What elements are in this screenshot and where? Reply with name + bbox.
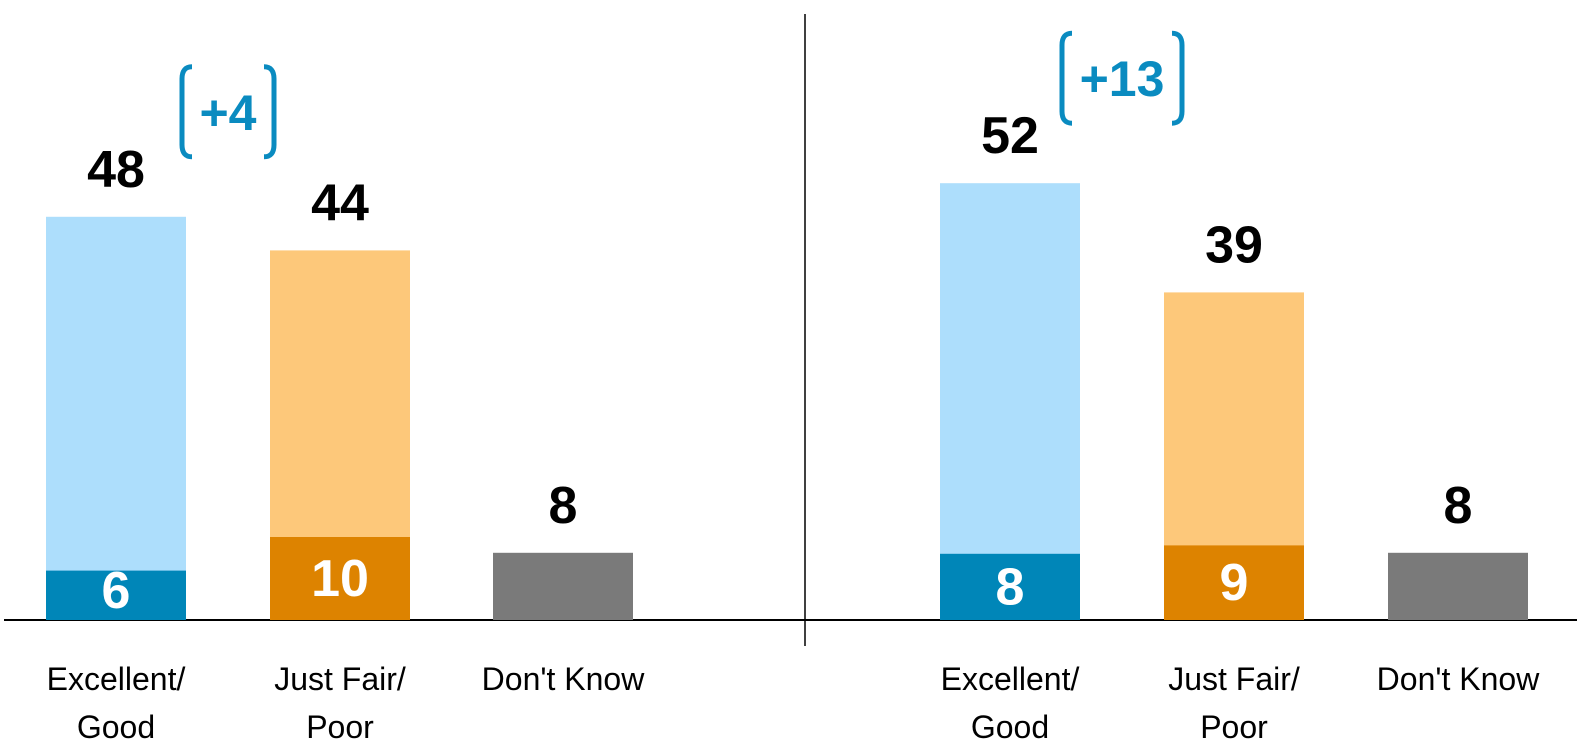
panel-2-difference-label: +13 xyxy=(1080,51,1165,107)
panel-1-bar-segment-just-fair-poor xyxy=(270,537,410,620)
panel-1-category-label-excellent-good-line-1: Excellent/ xyxy=(47,661,186,697)
panel-1-category-label-dont-know-line-1: Don't Know xyxy=(482,661,646,697)
panel-2-total-label-excellent-good: 52 xyxy=(981,107,1039,165)
panel-2-category-label-just-fair-poor-line-2: Poor xyxy=(1200,709,1268,745)
panel-2-category-label-excellent-good-line-1: Excellent/ xyxy=(941,661,1080,697)
panel-1-difference-bracket-left xyxy=(179,64,193,160)
panel-1-difference-label: +4 xyxy=(199,85,256,141)
panel-1-difference-bracket-right xyxy=(263,64,277,160)
panel-1-inner-label-excellent-good: 6 xyxy=(102,562,131,620)
panel-2-difference-bracket-left xyxy=(1059,30,1073,126)
panel-1-bar-segment-excellent-good xyxy=(46,570,186,620)
panel-2-bar-dont-know xyxy=(1388,552,1528,620)
panel-2-inner-label-excellent-good: 8 xyxy=(996,558,1025,616)
panel-2-category-label-just-fair-poor-line-1: Just Fair/ xyxy=(1168,661,1300,697)
panel-1-category-label-just-fair-poor-line-2: Poor xyxy=(306,709,374,745)
panel-1-bar-dont-know xyxy=(493,552,633,620)
panel-1-category-label-just-fair-poor-line-1: Just Fair/ xyxy=(274,661,406,697)
panel-2-inner-label-just-fair-poor: 9 xyxy=(1220,554,1249,612)
panel-1-total-label-excellent-good: 48 xyxy=(87,141,145,199)
panel-2-total-label-dont-know: 8 xyxy=(1444,477,1473,535)
panel-2-bar-segment-excellent-good xyxy=(940,553,1080,620)
panel-1-category-label-excellent-good-line-2: Good xyxy=(77,709,155,745)
panel-1-bar-excellent-good xyxy=(46,216,186,621)
panel-2-total-label-just-fair-poor: 39 xyxy=(1205,216,1263,274)
panel-2-category-label-excellent-good-line-2: Good xyxy=(971,709,1049,745)
panel-1-total-label-just-fair-poor: 44 xyxy=(311,174,369,232)
panel-2-category-label-dont-know-line-1: Don't Know xyxy=(1377,661,1541,697)
panel-2-difference-bracket-right xyxy=(1171,30,1185,126)
panel-2-bar-excellent-good xyxy=(940,183,1080,620)
panel-1-total-label-dont-know: 8 xyxy=(549,477,578,535)
panel-2-bar-segment-just-fair-poor xyxy=(1164,545,1304,620)
panel-1-inner-label-just-fair-poor: 10 xyxy=(311,550,369,608)
